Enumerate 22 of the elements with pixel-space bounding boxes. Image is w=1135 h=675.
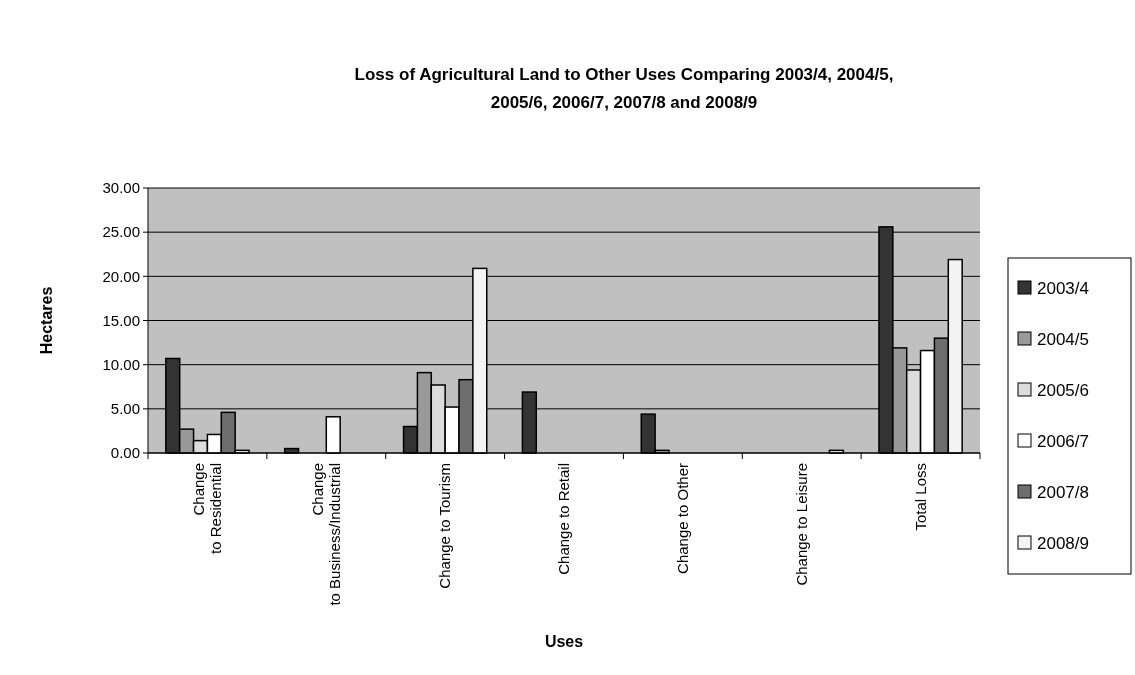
chart-title: Loss of Agricultural Land to Other Uses Comparing 2003/4, 2004/5, 2005/6, 2006/7, 2007/8 and 2008/9: [354, 65, 894, 112]
x-tick-label: Change to Residential: [189, 463, 224, 554]
y-axis-title: Hectares: [38, 286, 55, 355]
y-tick-label: 20.00: [102, 267, 140, 285]
legend-label: 2005/6: [1037, 380, 1089, 400]
x-axis-title: Uses: [544, 633, 584, 650]
legend-label: 2004/5: [1037, 329, 1089, 349]
x-tick-label: Change to Other: [674, 463, 692, 574]
legend-label: 2007/8: [1037, 482, 1089, 502]
x-tick-label: Change to Retail: [555, 463, 573, 575]
x-tick-label: Change to Tourism: [436, 463, 454, 589]
legend-label: 2003/4: [1037, 278, 1089, 298]
x-tick-label: Change to Leisure: [792, 463, 810, 586]
y-tick-label: 0.00: [110, 444, 140, 462]
y-tick-label: 30.00: [102, 179, 140, 197]
y-tick-label: 25.00: [102, 223, 140, 241]
y-tick-label: 15.00: [102, 311, 140, 329]
y-tick-label: 5.00: [110, 400, 140, 418]
legend-label: 2008/9: [1037, 533, 1089, 553]
y-tick-label: 10.00: [102, 355, 140, 373]
legend-label: 2006/7: [1037, 431, 1089, 451]
x-tick-label: Total Loss: [911, 463, 929, 531]
